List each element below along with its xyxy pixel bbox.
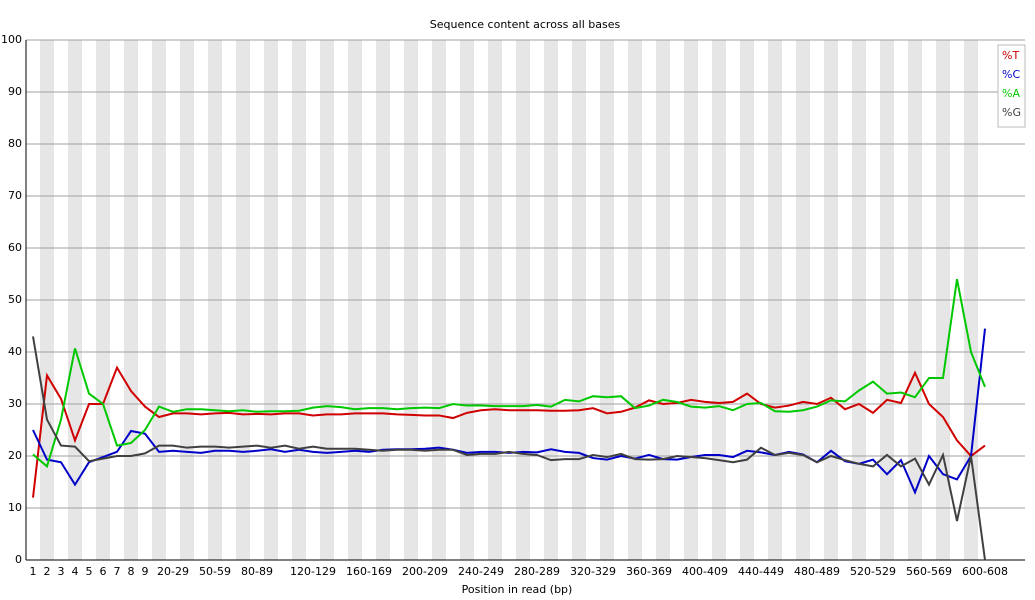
- x-tick-label: 600-608: [962, 565, 1008, 578]
- x-tick-label: 280-289: [514, 565, 560, 578]
- x-tick-label: 7: [114, 565, 121, 578]
- x-tick-label: 320-329: [570, 565, 616, 578]
- x-tick-label: 480-489: [794, 565, 840, 578]
- y-tick-label: 10: [8, 501, 22, 514]
- series-line: [32, 336, 986, 561]
- x-tick-label: 160-169: [346, 565, 392, 578]
- y-tick-label: 20: [8, 449, 22, 462]
- legend-box: [997, 44, 1026, 128]
- y-tick-label: 30: [8, 397, 22, 410]
- x-tick-label: 9: [142, 565, 149, 578]
- x-tick-label: 200-209: [402, 565, 448, 578]
- x-tick-label: 20-29: [157, 565, 189, 578]
- x-tick-label: 520-529: [850, 565, 896, 578]
- x-tick-label: 560-569: [906, 565, 952, 578]
- y-tick-label: 80: [8, 137, 22, 150]
- legend-entry: %G: [1002, 106, 1021, 119]
- legend-entry: %A: [1002, 87, 1020, 100]
- x-tick-label: 5: [86, 565, 93, 578]
- y-tick-label: 90: [8, 85, 22, 98]
- x-tick-label: 1: [30, 565, 37, 578]
- legend-entry: %T: [1002, 49, 1019, 62]
- y-tick-label: 0: [15, 553, 22, 566]
- x-tick-label: 80-89: [241, 565, 273, 578]
- y-tick-label: 40: [8, 345, 22, 358]
- series-line: [32, 328, 986, 496]
- x-tick-label: 3: [58, 565, 65, 578]
- series-line: [32, 365, 986, 498]
- y-tick-label: 100: [1, 33, 22, 46]
- x-tick-label: 4: [72, 565, 79, 578]
- x-tick-label: 440-449: [738, 565, 784, 578]
- x-tick-label: 400-409: [682, 565, 728, 578]
- x-axis-label: Position in read (bp): [462, 583, 573, 596]
- series-line: [32, 279, 986, 469]
- x-tick-label: 360-369: [626, 565, 672, 578]
- y-tick-label: 50: [8, 293, 22, 306]
- x-tick-label: 6: [100, 565, 107, 578]
- x-tick-label: 8: [128, 565, 135, 578]
- x-tick-label: 120-129: [290, 565, 336, 578]
- legend-entry: %C: [1002, 68, 1020, 81]
- x-tick-label: 2: [44, 565, 51, 578]
- x-tick-label: 50-59: [199, 565, 231, 578]
- chart-title: Sequence content across all bases: [430, 18, 621, 31]
- y-tick-label: 70: [8, 189, 22, 202]
- y-tick-label: 60: [8, 241, 22, 254]
- x-tick-label: 240-249: [458, 565, 504, 578]
